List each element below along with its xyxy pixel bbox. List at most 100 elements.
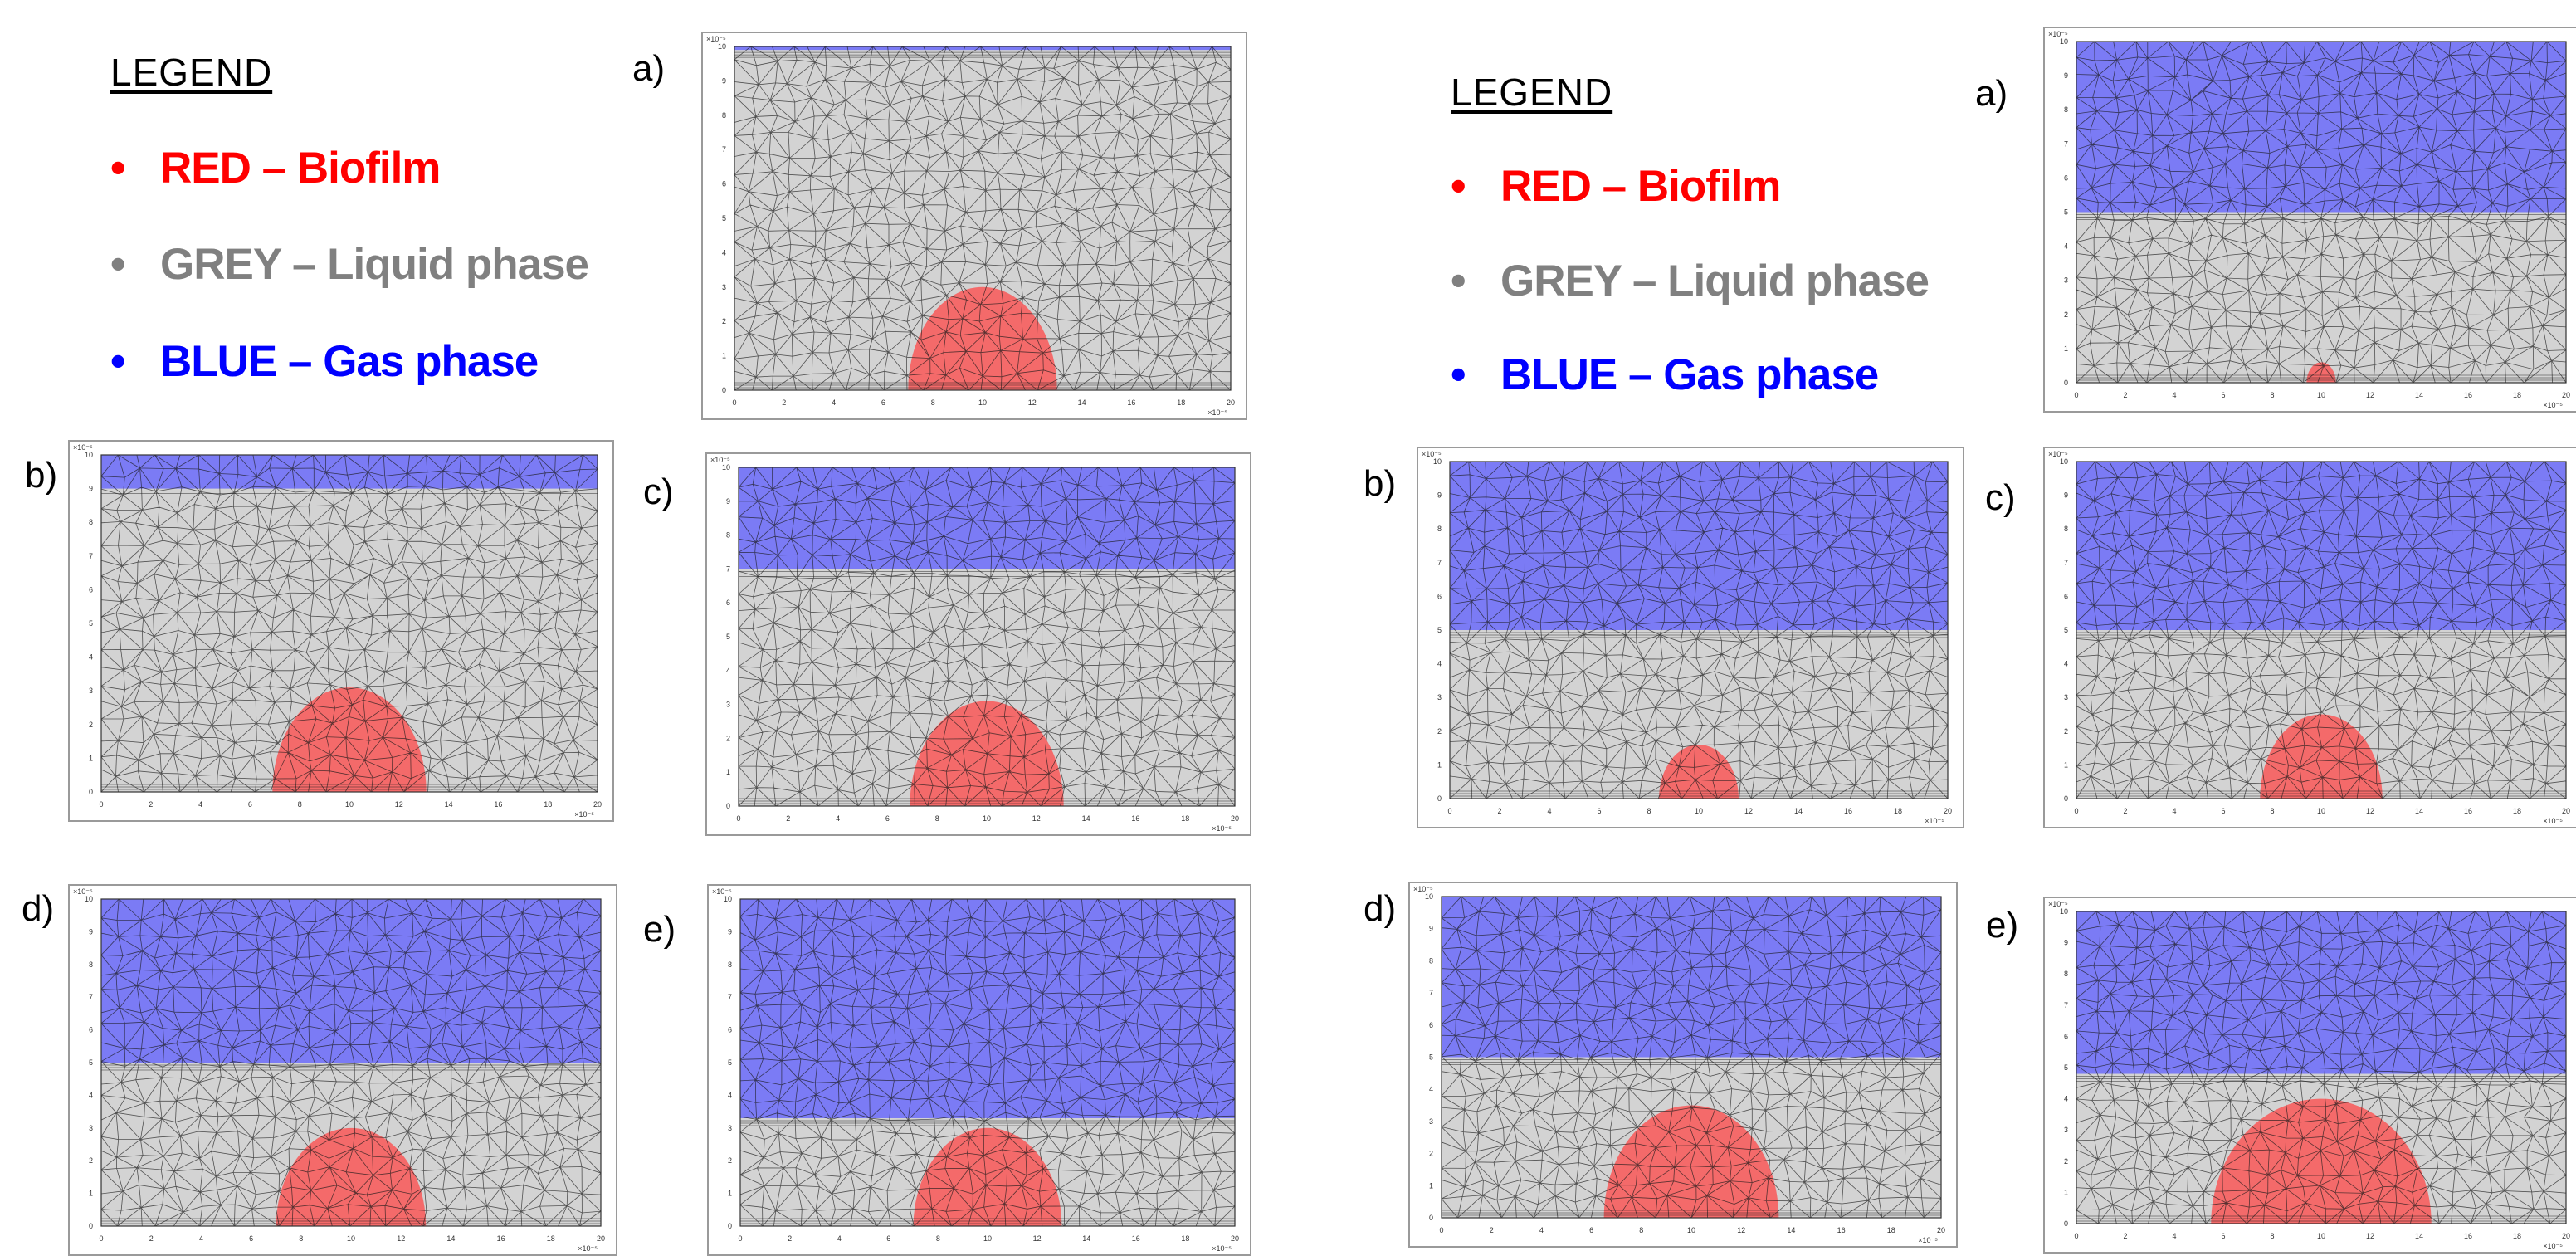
y-tick-label: 2: [2064, 1157, 2068, 1166]
bullet-icon: •: [1451, 162, 1466, 211]
mesh-lines: [2076, 462, 2566, 799]
x-exponent-label: ×10⁻⁵: [1212, 1244, 1232, 1253]
x-tick-label: 14: [2415, 391, 2423, 399]
y-tick-label: 2: [1429, 1150, 1433, 1158]
y-tick-label: 4: [1437, 660, 1442, 668]
x-tick-label: 10: [983, 1234, 992, 1243]
y-tick-label: 1: [1437, 760, 1442, 769]
y-tick-label: 8: [728, 960, 732, 969]
y-tick-label: 3: [728, 1124, 732, 1132]
y-tick-label: 7: [1437, 559, 1442, 567]
x-tick-label: 20: [2562, 807, 2570, 815]
x-tick-label: 16: [2464, 391, 2472, 399]
y-tick-label: 4: [726, 667, 730, 675]
x-tick-label: 14: [1082, 814, 1090, 823]
legend-left: LEGEND • RED – Biofilm • GREY – Liquid pha…: [110, 50, 608, 398]
y-tick-label: 2: [726, 734, 730, 742]
x-exponent-label: ×10⁻⁵: [2543, 1242, 2563, 1250]
x-tick-label: 18: [1177, 398, 1185, 407]
y-tick-label: 3: [89, 1124, 93, 1132]
x-tick-label: 2: [786, 814, 790, 823]
legend-item-liquid: • GREY – Liquid phase: [1451, 256, 1930, 306]
y-tick-label: 3: [2064, 693, 2068, 701]
panel-label-left-a: a): [632, 48, 666, 89]
y-tick-label: 1: [2064, 1188, 2068, 1196]
y-tick-label: 1: [726, 768, 730, 776]
x-tick-label: 0: [2074, 391, 2078, 399]
y-tick-label: 5: [1429, 1053, 1433, 1062]
y-tick-label: 8: [2064, 970, 2068, 978]
x-tick-label: 2: [1497, 807, 1501, 815]
x-tick-label: 20: [597, 1234, 605, 1243]
legend-label-biofilm: RED – Biofilm: [160, 144, 441, 193]
x-tick-label: 18: [1887, 1226, 1895, 1234]
y-tick-label: 1: [89, 754, 93, 762]
x-tick-label: 12: [2366, 1232, 2374, 1240]
bullet-icon: •: [110, 240, 126, 289]
x-tick-label: 16: [2464, 807, 2472, 815]
y-tick-label: 0: [89, 788, 93, 796]
y-tick-label: 9: [722, 76, 726, 85]
y-tick-label: 10: [85, 895, 93, 903]
x-exponent-label: ×10⁻⁵: [1925, 817, 1944, 825]
y-exponent-label: ×10⁻⁵: [706, 35, 726, 43]
y-tick-label: 4: [2064, 1095, 2068, 1103]
x-tick-label: 0: [732, 398, 736, 407]
y-tick-label: 9: [2064, 71, 2068, 80]
y-tick-label: 9: [1437, 491, 1442, 500]
x-tick-label: 8: [2270, 391, 2274, 399]
x-tick-label: 4: [832, 398, 836, 407]
y-tick-label: 7: [728, 993, 732, 1001]
y-tick-label: 6: [1437, 592, 1442, 600]
x-tick-label: 4: [198, 800, 202, 809]
y-tick-label: 5: [89, 619, 93, 628]
x-tick-label: 18: [1894, 807, 1902, 815]
y-tick-label: 4: [2064, 660, 2068, 668]
x-tick-label: 12: [1032, 814, 1041, 823]
y-tick-label: 9: [2064, 491, 2068, 500]
x-tick-label: 12: [2366, 807, 2374, 815]
x-tick-label: 2: [149, 800, 153, 809]
x-tick-label: 4: [1547, 807, 1551, 815]
x-tick-label: 12: [1033, 1234, 1042, 1243]
x-tick-label: 6: [249, 1234, 253, 1243]
y-tick-label: 1: [722, 352, 726, 360]
x-tick-label: 2: [149, 1234, 154, 1243]
y-tick-label: 1: [89, 1190, 93, 1198]
y-tick-label: 7: [726, 564, 730, 573]
bullet-icon: •: [1451, 350, 1466, 399]
legend-right: LEGEND • RED – Biofilm • GREY – Liquid pha…: [1451, 70, 1949, 418]
y-tick-label: 8: [1437, 525, 1442, 533]
mesh-lines: [1450, 462, 1948, 799]
x-tick-label: 12: [2366, 391, 2374, 399]
y-tick-label: 4: [728, 1091, 732, 1099]
y-tick-label: 10: [724, 895, 732, 903]
x-tick-label: 6: [881, 398, 886, 407]
x-exponent-label: ×10⁻⁵: [1918, 1236, 1938, 1244]
x-tick-label: 6: [1597, 807, 1601, 815]
x-tick-label: 14: [1082, 1234, 1090, 1243]
x-tick-label: 18: [547, 1234, 555, 1243]
x-tick-label: 6: [2221, 807, 2225, 815]
x-tick-label: 4: [2172, 807, 2176, 815]
legend-item-gas: • BLUE – Gas phase: [110, 336, 539, 387]
y-tick-label: 8: [89, 960, 93, 969]
panel-label-right-c: c): [1985, 477, 2016, 518]
x-tick-label: 0: [2074, 807, 2078, 815]
y-tick-label: 1: [2064, 760, 2068, 769]
x-tick-label: 18: [544, 800, 552, 809]
x-tick-label: 2: [782, 398, 786, 407]
x-tick-label: 8: [299, 1234, 303, 1243]
panel-label-left-c: c): [643, 472, 674, 512]
y-tick-label: 3: [1429, 1117, 1433, 1126]
y-exponent-label: ×10⁻⁵: [710, 456, 730, 464]
x-tick-label: 8: [936, 1234, 940, 1243]
y-tick-label: 7: [722, 145, 726, 154]
x-tick-label: 16: [1127, 398, 1135, 407]
panel-label-right-d: d): [1364, 888, 1397, 929]
y-tick-label: 3: [2064, 276, 2068, 285]
x-tick-label: 10: [347, 1234, 355, 1243]
